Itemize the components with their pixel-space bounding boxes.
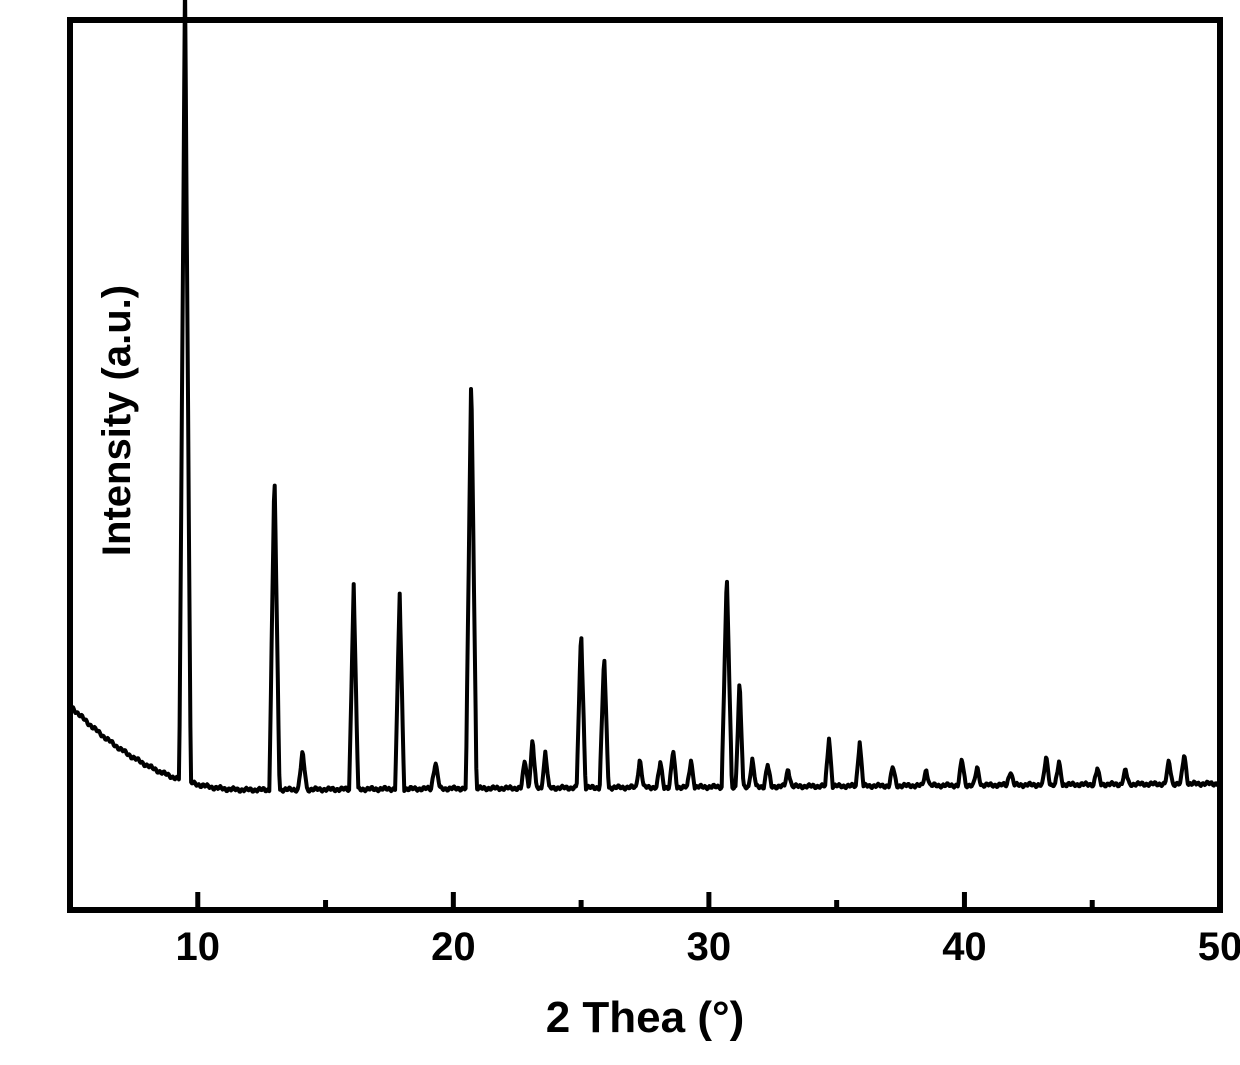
x-tick-label: 50 bbox=[1198, 925, 1240, 969]
y-axis-label: Intensity (a.u.) bbox=[95, 285, 139, 556]
x-tick-label: 20 bbox=[431, 925, 476, 969]
x-tick-label: 10 bbox=[176, 925, 221, 969]
xrd-chart: 10 20 30 40 50 2 Thea (°) Intensity (a.u.) bbox=[0, 0, 1240, 1065]
x-tick-label: 30 bbox=[687, 925, 732, 969]
x-tick-label: 40 bbox=[942, 925, 987, 969]
chart-svg: 10 20 30 40 50 2 Thea (°) Intensity (a.u.) bbox=[0, 0, 1240, 1065]
x-axis-label: 2 Thea (°) bbox=[546, 993, 745, 1042]
